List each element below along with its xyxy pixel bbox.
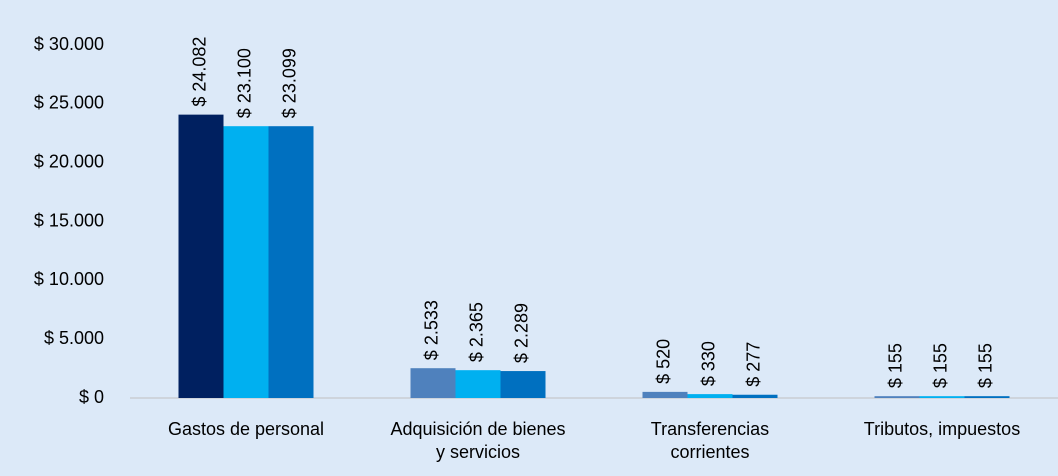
y-tick-label: $ 25.000	[34, 93, 104, 113]
data-label: $ 155	[976, 343, 996, 388]
bar	[500, 371, 546, 398]
data-label: $ 2.533	[422, 300, 442, 360]
bar	[268, 126, 314, 398]
data-label: $ 155	[931, 343, 951, 388]
x-tick-label: Adquisición de bienes y servicios	[390, 419, 566, 462]
bar	[687, 394, 733, 398]
bar	[642, 391, 688, 398]
data-label: $ 2.289	[512, 303, 532, 363]
x-tick-label: Transferencias corrientes	[650, 419, 770, 462]
bar	[919, 396, 965, 398]
data-label: $ 520	[654, 339, 674, 384]
data-label: $ 23.099	[280, 48, 300, 118]
bar	[223, 126, 269, 398]
bar	[455, 370, 501, 398]
x-tick-label: Gastos de personal	[167, 419, 325, 439]
y-tick-label: $ 5.000	[44, 328, 104, 348]
bar	[178, 114, 224, 398]
bar	[732, 394, 778, 398]
data-label: $ 155	[886, 343, 906, 388]
x-tick-label: Tributos, impuestos	[863, 419, 1021, 439]
bar	[410, 368, 456, 398]
data-label: $ 23.100	[235, 48, 255, 118]
y-tick-label: $ 15.000	[34, 210, 104, 230]
data-label: $ 2.365	[467, 302, 487, 362]
data-label: $ 330	[699, 341, 719, 386]
bar	[964, 396, 1010, 398]
bar	[874, 396, 920, 398]
data-label: $ 277	[744, 342, 764, 387]
data-label: $ 24.082	[190, 37, 210, 107]
y-tick-label: $ 20.000	[34, 151, 104, 171]
y-tick-label: $ 30.000	[34, 34, 104, 54]
y-tick-label: $ 0	[79, 387, 104, 407]
y-tick-label: $ 10.000	[34, 269, 104, 289]
